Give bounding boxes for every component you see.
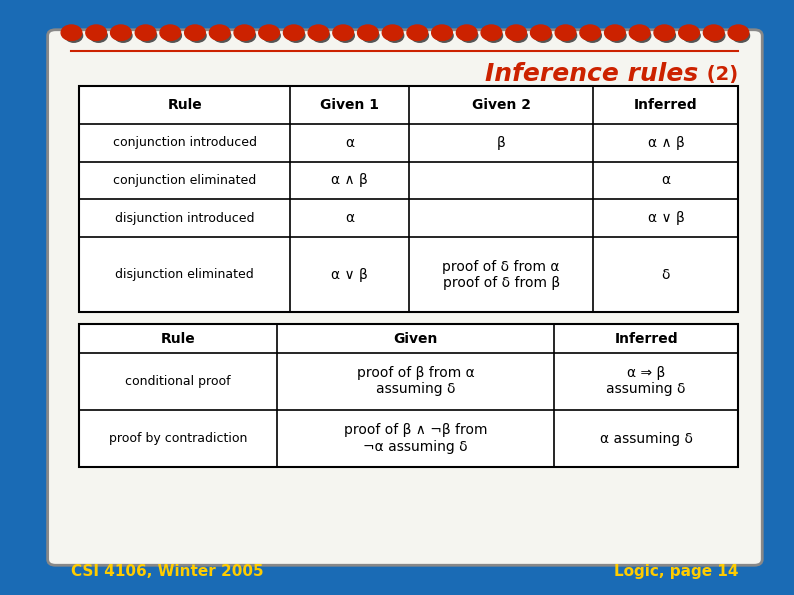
Circle shape [86, 25, 106, 40]
Text: Inferred: Inferred [615, 331, 678, 346]
Circle shape [703, 25, 724, 40]
Text: conjunction introduced: conjunction introduced [113, 136, 256, 149]
Text: disjunction eliminated: disjunction eliminated [115, 268, 254, 281]
Text: Inference rules: Inference rules [485, 62, 699, 86]
Text: proof of δ from α
proof of δ from β: proof of δ from α proof of δ from β [442, 259, 560, 290]
Text: Given: Given [393, 331, 437, 346]
Circle shape [530, 25, 551, 40]
Circle shape [630, 25, 650, 40]
Text: α ∧ β: α ∧ β [331, 174, 368, 187]
Circle shape [386, 29, 403, 42]
Text: δ: δ [661, 268, 670, 281]
Text: disjunction introduced: disjunction introduced [115, 212, 255, 225]
Circle shape [61, 25, 82, 40]
Circle shape [411, 29, 429, 42]
Circle shape [534, 29, 552, 42]
Circle shape [407, 25, 428, 40]
Text: α: α [345, 136, 354, 150]
Circle shape [732, 29, 750, 42]
Circle shape [139, 29, 156, 42]
Circle shape [457, 25, 477, 40]
Circle shape [308, 25, 329, 40]
Circle shape [114, 29, 132, 42]
Text: conjunction eliminated: conjunction eliminated [114, 174, 256, 187]
Circle shape [584, 29, 601, 42]
Text: (2): (2) [700, 65, 738, 84]
Text: Rule: Rule [161, 331, 195, 346]
Circle shape [65, 29, 83, 42]
Circle shape [436, 29, 453, 42]
Text: Rule: Rule [168, 98, 202, 112]
Text: Logic, page 14: Logic, page 14 [614, 563, 738, 579]
Circle shape [559, 29, 576, 42]
Text: α ⇒ β
assuming δ: α ⇒ β assuming δ [607, 367, 686, 396]
Bar [79, 324, 738, 467]
Circle shape [160, 25, 180, 40]
Circle shape [604, 25, 625, 40]
Circle shape [135, 25, 156, 40]
Text: Given 1: Given 1 [320, 98, 379, 112]
Circle shape [432, 25, 453, 40]
Circle shape [707, 29, 725, 42]
Circle shape [333, 25, 353, 40]
Circle shape [580, 25, 600, 40]
Text: Inferred: Inferred [634, 98, 698, 112]
Circle shape [658, 29, 676, 42]
Circle shape [461, 29, 478, 42]
Text: α ∧ β: α ∧ β [648, 136, 684, 150]
Text: α: α [345, 211, 354, 225]
Text: proof of β from α
assuming δ: proof of β from α assuming δ [357, 367, 474, 396]
Circle shape [679, 25, 700, 40]
Circle shape [263, 29, 280, 42]
Circle shape [634, 29, 651, 42]
Circle shape [287, 29, 305, 42]
Circle shape [382, 25, 403, 40]
Circle shape [510, 29, 527, 42]
Circle shape [337, 29, 354, 42]
Circle shape [164, 29, 181, 42]
Circle shape [608, 29, 626, 42]
Text: Given 2: Given 2 [472, 98, 530, 112]
Circle shape [283, 25, 304, 40]
Bar [79, 86, 738, 312]
Text: conditional proof: conditional proof [125, 375, 231, 388]
Circle shape [506, 25, 526, 40]
Text: α assuming δ: α assuming δ [599, 431, 692, 446]
Circle shape [259, 25, 279, 40]
Circle shape [234, 25, 255, 40]
Circle shape [654, 25, 675, 40]
Text: α ∨ β: α ∨ β [648, 211, 684, 225]
Circle shape [110, 25, 131, 40]
FancyBboxPatch shape [48, 30, 762, 565]
Circle shape [683, 29, 700, 42]
Circle shape [214, 29, 231, 42]
Text: α ∨ β: α ∨ β [331, 268, 368, 281]
Text: β: β [497, 136, 506, 150]
Text: proof of β ∧ ¬β from
¬α assuming δ: proof of β ∧ ¬β from ¬α assuming δ [344, 424, 488, 453]
Circle shape [312, 29, 330, 42]
Circle shape [555, 25, 576, 40]
Circle shape [238, 29, 256, 42]
Circle shape [728, 25, 749, 40]
Circle shape [210, 25, 230, 40]
Circle shape [185, 25, 206, 40]
Text: α: α [661, 174, 670, 187]
Circle shape [189, 29, 206, 42]
Circle shape [90, 29, 107, 42]
Circle shape [361, 29, 379, 42]
Circle shape [485, 29, 503, 42]
Text: proof by contradiction: proof by contradiction [109, 432, 248, 445]
Circle shape [481, 25, 502, 40]
Text: CSI 4106, Winter 2005: CSI 4106, Winter 2005 [71, 563, 264, 579]
Circle shape [357, 25, 378, 40]
